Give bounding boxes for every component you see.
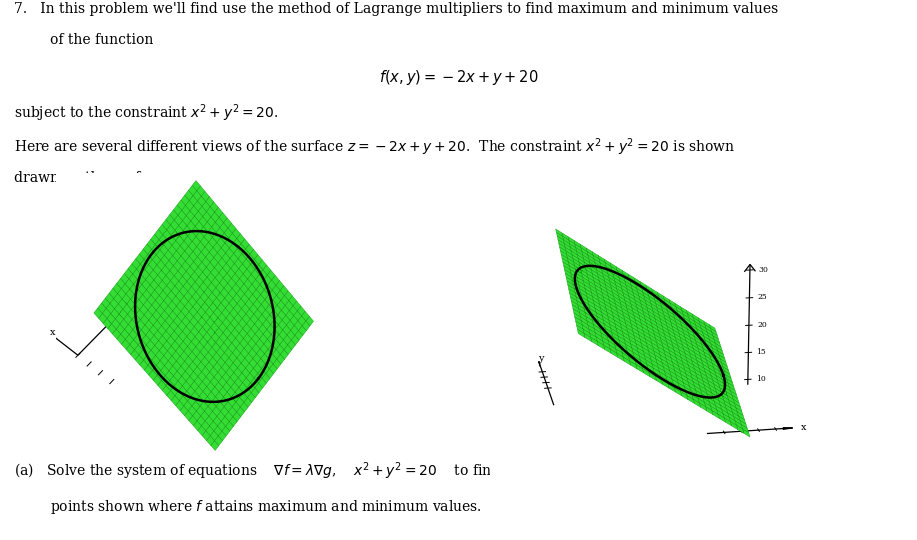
Text: $f(x, y) = -2x + y + 20$: $f(x, y) = -2x + y + 20$ <box>379 68 538 87</box>
Text: 7.   In this problem we'll find use the method of Lagrange multipliers to find m: 7. In this problem we'll find use the me… <box>14 2 778 16</box>
Text: drawn on the surface.: drawn on the surface. <box>14 171 169 185</box>
Text: of the function: of the function <box>50 33 154 48</box>
Text: Here are several different views of the surface $z = -2x + y + 20$.  The constra: Here are several different views of the … <box>14 137 735 158</box>
Text: subject to the constraint $x^2 + y^2 = 20$.: subject to the constraint $x^2 + y^2 = 2… <box>14 103 278 124</box>
Text: points shown where $f$ attains maximum and minimum values.: points shown where $f$ attains maximum a… <box>50 498 482 516</box>
Text: (a)   Solve the system of equations    $\nabla f = \lambda \nabla g$,    $x^2 + : (a) Solve the system of equations $\nabl… <box>14 461 715 482</box>
